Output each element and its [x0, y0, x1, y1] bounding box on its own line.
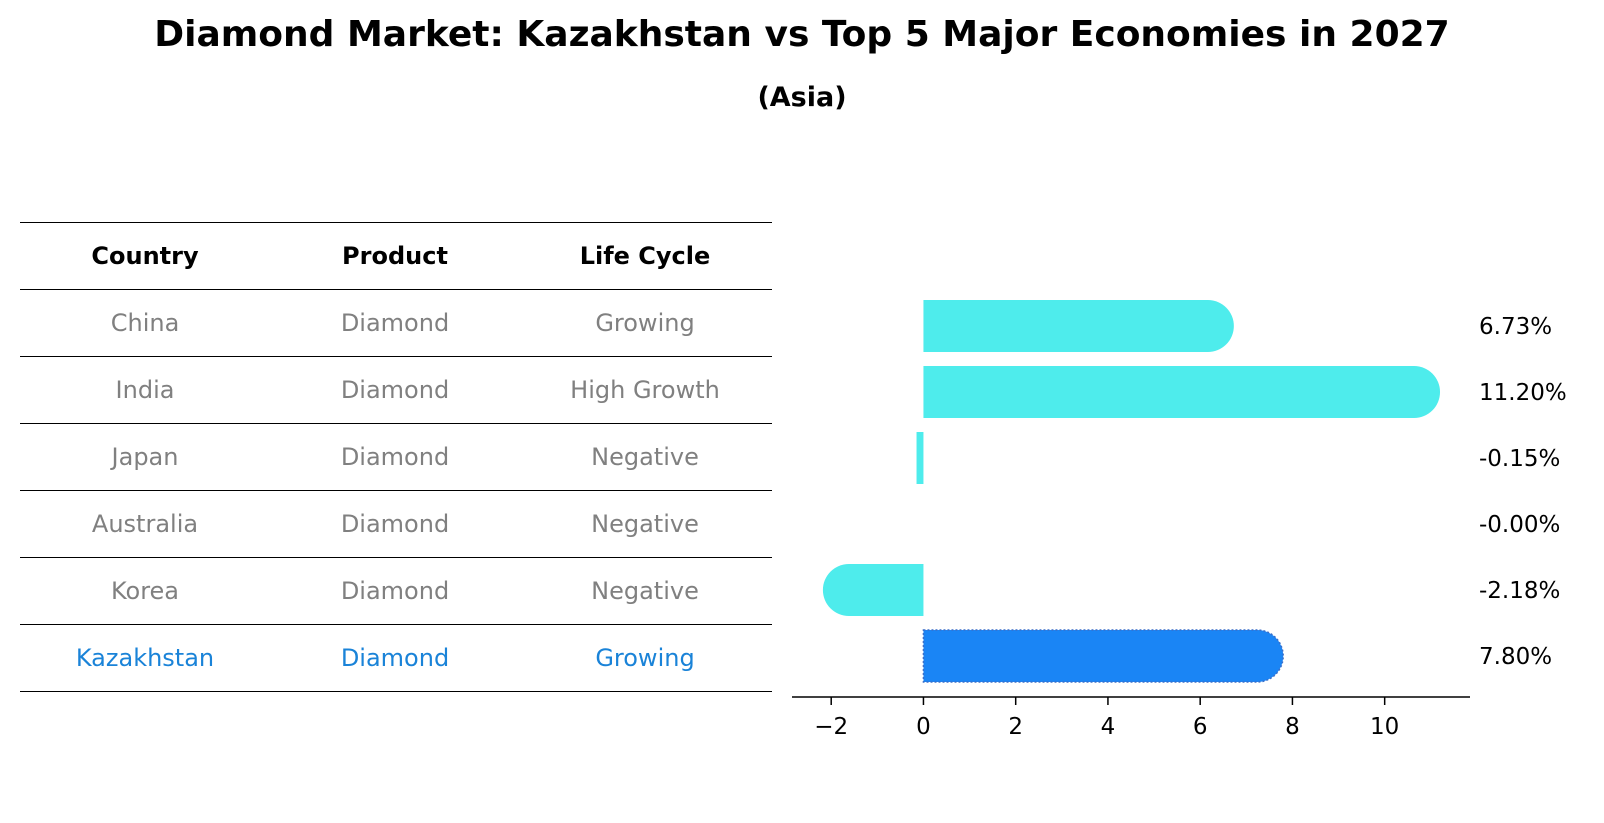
bar-india: [923, 366, 1441, 418]
x-axis: −2 0 2 4 6 8 10: [792, 696, 1470, 740]
cell-product: Diamond: [340, 443, 450, 471]
table-row-highlight: Kazakhstan Diamond Growing: [20, 624, 772, 692]
data-label: 7.80%: [1479, 644, 1552, 670]
x-tick-label: 10: [1370, 714, 1399, 740]
x-tick-label: 0: [916, 714, 931, 740]
header-product: Product: [342, 242, 448, 270]
x-tick-label: 2: [1008, 714, 1023, 740]
table-row: Australia Diamond Negative: [20, 490, 772, 557]
bar-korea: [822, 564, 924, 616]
table-row: China Diamond Growing: [20, 289, 772, 356]
cell-life-cycle: Negative: [591, 443, 699, 471]
table-row: India Diamond High Growth: [20, 356, 772, 423]
chart-title: Diamond Market: Kazakhstan vs Top 5 Majo…: [154, 14, 1450, 55]
cell-country: Australia: [91, 510, 199, 538]
bar-group: [822, 300, 1441, 683]
data-label: 11.20%: [1479, 380, 1567, 406]
cell-country: Kazakhstan: [75, 644, 215, 672]
bar-kazakhstan: [922, 629, 1284, 683]
table-header-row: Country Product Life Cycle: [20, 222, 772, 289]
x-tick-label: 8: [1285, 714, 1300, 740]
chart-subtitle: (Asia): [757, 82, 847, 113]
cell-life-cycle: Growing: [595, 644, 695, 672]
header-country: Country: [91, 242, 199, 270]
data-label-group: 6.73% 11.20% -0.15% -0.00% -2.18% 7.80%: [1479, 314, 1567, 670]
table-row: Korea Diamond Negative: [20, 557, 772, 624]
cell-product: Diamond: [340, 644, 450, 672]
cell-life-cycle: Negative: [591, 510, 699, 538]
cell-product: Diamond: [340, 510, 450, 538]
data-label: -0.00%: [1479, 512, 1560, 538]
data-label: -0.15%: [1479, 446, 1560, 472]
cell-life-cycle: High Growth: [570, 376, 720, 404]
x-tick-label: 4: [1101, 714, 1116, 740]
market-table: Country Product Life Cycle China Diamond…: [20, 222, 772, 692]
cell-life-cycle: Negative: [591, 577, 699, 605]
cell-life-cycle: Growing: [595, 309, 695, 337]
x-tick-label: 6: [1193, 714, 1208, 740]
header-life-cycle: Life Cycle: [579, 242, 711, 270]
cell-product: Diamond: [340, 309, 450, 337]
cell-country: China: [110, 309, 180, 337]
bar-japan: [916, 432, 924, 484]
data-label: -2.18%: [1479, 578, 1560, 604]
cell-product: Diamond: [340, 376, 450, 404]
data-label: 6.73%: [1479, 314, 1552, 340]
cell-country: India: [115, 376, 175, 404]
bar-china: [923, 300, 1234, 352]
table-row: Japan Diamond Negative: [20, 423, 772, 490]
cell-country: Japan: [111, 443, 179, 471]
cell-product: Diamond: [340, 577, 450, 605]
cell-country: Korea: [110, 577, 180, 605]
x-tick-label: −2: [814, 714, 848, 740]
